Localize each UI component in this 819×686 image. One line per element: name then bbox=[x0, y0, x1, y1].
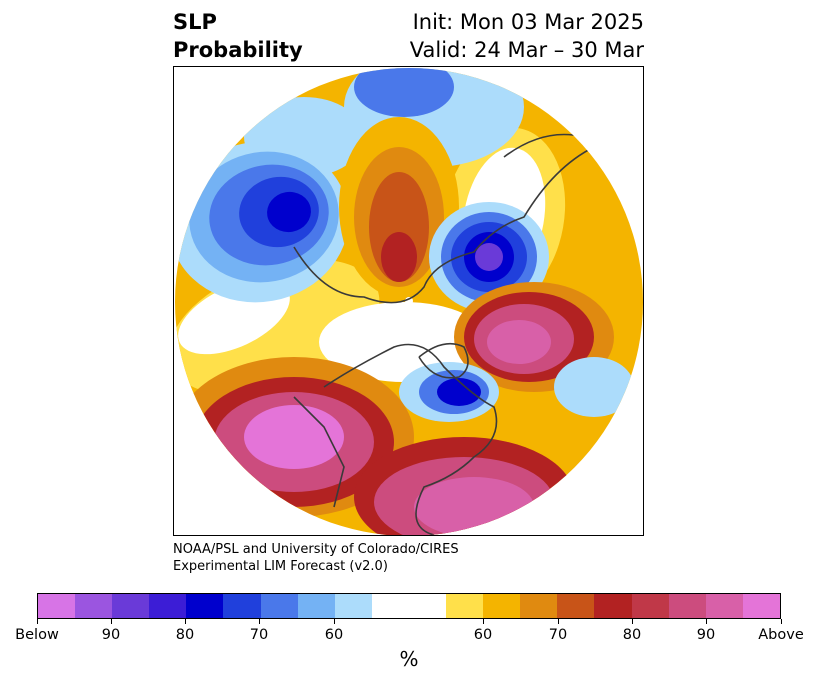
colorbar-segment bbox=[408, 594, 447, 618]
hudson-below-90 bbox=[437, 378, 481, 406]
colorbar-unit: % bbox=[399, 647, 419, 671]
colorbar-tick-label: 70 bbox=[548, 627, 568, 643]
colorbar-tick-label: 90 bbox=[101, 627, 121, 643]
colorbar-tickmark bbox=[483, 619, 484, 624]
colorbar-tick-label: 90 bbox=[696, 627, 716, 643]
arctic-neutral-zone bbox=[319, 302, 489, 382]
greenland-coastline bbox=[418, 342, 469, 379]
us-above-95 bbox=[414, 477, 534, 535]
colorbar-tickmark bbox=[781, 619, 782, 624]
title-quantity: Probability bbox=[173, 38, 303, 62]
colorbar-segment bbox=[112, 594, 150, 618]
colorbar-tick-label: 80 bbox=[175, 627, 195, 643]
colorbar-tick-label: 70 bbox=[249, 627, 269, 643]
map-panel bbox=[173, 66, 644, 536]
colorbar-tickmark bbox=[111, 619, 112, 624]
colorbar-tick-label: Below bbox=[15, 627, 59, 643]
coastlines bbox=[293, 133, 615, 535]
arctic-above-80 bbox=[381, 232, 417, 282]
colorbar-tickmark bbox=[334, 619, 335, 624]
colorbar-segment bbox=[149, 594, 187, 618]
colorbar-segment bbox=[705, 594, 743, 618]
siberia-below-90 bbox=[267, 191, 311, 233]
colorbar-segment bbox=[38, 594, 76, 618]
north-america-coastline bbox=[323, 343, 498, 535]
colorbar-tickmark bbox=[185, 619, 186, 624]
colorbar-segment bbox=[186, 594, 224, 618]
colorbar-tick-label: 80 bbox=[622, 627, 642, 643]
colorbar-segment bbox=[483, 594, 521, 618]
polar-map bbox=[175, 68, 643, 535]
colorbar-segment bbox=[631, 594, 669, 618]
colorbar-tick-label: 60 bbox=[324, 627, 344, 643]
chart-title-right: Init: Mon 03 Mar 2025 Valid: 24 Mar – 30… bbox=[410, 8, 644, 64]
east-below-60 bbox=[554, 357, 634, 417]
colorbar-segment bbox=[75, 594, 113, 618]
title-variable: SLP bbox=[173, 10, 217, 34]
europe-below-max bbox=[475, 243, 503, 271]
colorbar-segment bbox=[297, 594, 335, 618]
valid-range: Valid: 24 Mar – 30 Mar bbox=[409, 38, 644, 62]
colorbar-segment bbox=[371, 594, 409, 618]
colorbar-tickmark bbox=[259, 619, 260, 624]
north-below-70 bbox=[354, 68, 454, 117]
colorbar-tickmark bbox=[37, 619, 38, 624]
colorbar-segment bbox=[223, 594, 261, 618]
colorbar-tickmark bbox=[706, 619, 707, 624]
colorbar-segment bbox=[742, 594, 780, 618]
colorbar-segment bbox=[520, 594, 558, 618]
colorbar-segment bbox=[557, 594, 595, 618]
colorbar-tick-label: 60 bbox=[473, 627, 493, 643]
colorbar-segment bbox=[260, 594, 298, 618]
eurasia-coastline bbox=[293, 146, 595, 304]
chart-title-left: SLP Probability bbox=[173, 8, 303, 64]
colorbar-tick-label: Above bbox=[758, 627, 804, 643]
init-date: Init: Mon 03 Mar 2025 bbox=[412, 10, 644, 34]
colorbar-tickmark bbox=[632, 619, 633, 624]
probability-field bbox=[175, 68, 643, 535]
colorbar-segment bbox=[446, 594, 484, 618]
colorbar bbox=[37, 593, 781, 619]
atlantic-above-95 bbox=[487, 320, 551, 364]
credit-line-2: Experimental LIM Forecast (v2.0) bbox=[173, 559, 388, 574]
west-coast-outline bbox=[293, 396, 345, 508]
credit-text: NOAA/PSL and University of Colorado/CIRE… bbox=[173, 541, 459, 575]
colorbar-segment bbox=[668, 594, 706, 618]
colorbar-segment bbox=[594, 594, 632, 618]
colorbar-segment bbox=[334, 594, 372, 618]
colorbar-tickmark bbox=[558, 619, 559, 624]
credit-line-1: NOAA/PSL and University of Colorado/CIRE… bbox=[173, 542, 459, 557]
